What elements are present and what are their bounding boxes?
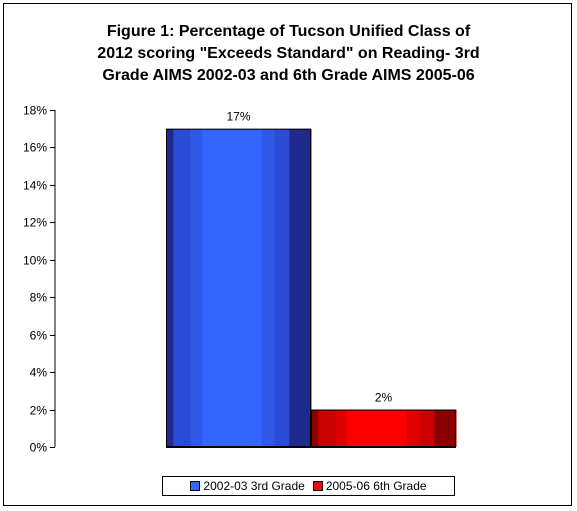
bar-stripe [166,128,174,447]
chart-title-line-3: Grade AIMS 2002-03 and 6th Grade AIMS 20… [102,67,475,84]
y-tick-label: 0% [30,441,48,455]
legend-label-series-2: 2005-06 6th Grade [325,479,427,493]
legend-swatch-series-1 [190,481,201,491]
bar-stripe [419,409,435,447]
bar-stripe [434,409,457,447]
bar-series-2 [311,409,457,447]
bar-series-1 [166,128,312,447]
y-tick-label: 16% [23,141,47,155]
bar-stripe [261,128,276,447]
bar-stripe [190,128,203,447]
bar-stripe [289,128,312,447]
chart-title: Figure 1: Percentage of Tucson Unified C… [4,21,573,87]
bar-1 [166,128,311,447]
legend-item-series-1: 2002-03 3rd Grade [190,479,305,493]
bar-stripe [173,128,192,447]
y-tick-label: 14% [23,179,47,193]
y-tick-label: 6% [30,329,48,343]
y-tick-label: 18% [23,104,47,118]
bar-stripe [311,409,319,447]
legend-item-series-2: 2005-06 6th Grade [312,479,427,493]
legend-swatch-series-2 [312,481,323,491]
y-tick-label: 12% [23,216,47,230]
bar-stripe [406,409,421,447]
chart-title-line-2: 2012 scoring "Exceeds Standard" on Readi… [97,45,480,62]
bar-stripe [335,409,348,447]
y-tick-label: 4% [30,366,48,380]
data-label-2: 2% [375,391,393,405]
bar-stripe [347,409,408,447]
legend: 2002-03 3rd Grade 2005-06 6th Grade [162,476,455,496]
bar-stripe [318,409,337,447]
y-tick-label: 8% [30,291,48,305]
chart-title-line-1: Figure 1: Percentage of Tucson Unified C… [106,23,471,40]
y-tick-label: 2% [30,404,48,418]
bar-stripe [202,128,263,447]
legend-label-series-1: 2002-03 3rd Grade [203,479,305,493]
bar-stripe [274,128,290,447]
data-label-1: 17% [226,110,250,124]
y-tick-label: 10% [23,254,47,268]
bar-2 [311,409,456,447]
